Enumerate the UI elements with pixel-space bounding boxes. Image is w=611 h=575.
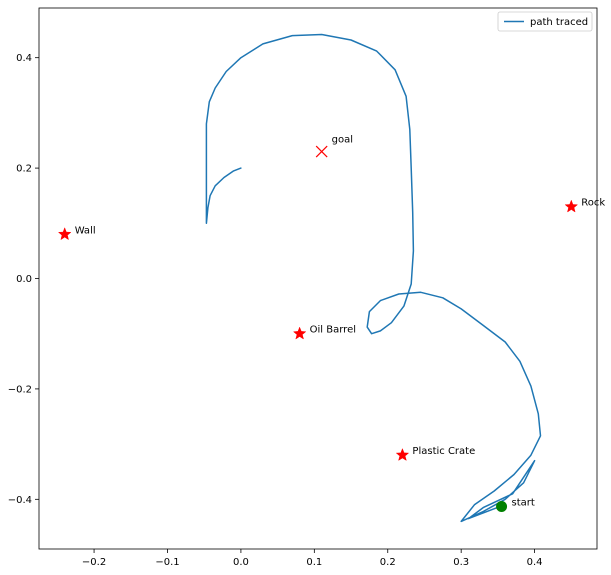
marker-goal bbox=[315, 145, 328, 158]
axis-ticks: −0.2 −0.1 0.0 0.1 0.2 0.3 0.4 0.4 0.2 0.0 −0.2 −0.4 bbox=[8, 53, 543, 568]
y-tick-label: −0.4 bbox=[8, 495, 32, 506]
annotation-layer: goal Rock Wall Oil Barrel Plastic Crate start bbox=[57, 135, 605, 512]
legend-label: path traced bbox=[530, 17, 588, 28]
series-line-path-traced bbox=[205, 33, 542, 523]
x-tick-label: −0.2 bbox=[82, 557, 106, 568]
x-tick-label: 0.4 bbox=[527, 557, 543, 568]
annotation-label-oil-barrel: Oil Barrel bbox=[310, 325, 356, 336]
x-tick-label: 0.3 bbox=[453, 557, 469, 568]
x-tick-label: 0.1 bbox=[306, 557, 322, 568]
y-tick-label: −0.2 bbox=[8, 384, 32, 395]
marker-start bbox=[496, 500, 508, 512]
marker-plastic-crate bbox=[395, 448, 410, 461]
legend-box bbox=[497, 11, 593, 32]
annotation-label-goal: goal bbox=[332, 135, 353, 146]
legend: path traced bbox=[497, 11, 593, 32]
x-tick-label: 0.0 bbox=[233, 557, 249, 568]
x-tick-label: 0.2 bbox=[380, 557, 396, 568]
series-layer bbox=[205, 33, 542, 523]
annotation-label-wall: Wall bbox=[75, 225, 96, 236]
annotation-label-plastic-crate: Plastic Crate bbox=[412, 446, 475, 457]
annotation-label-start: start bbox=[512, 497, 535, 508]
annotation-label-rock: Rock bbox=[581, 198, 605, 209]
plot-area bbox=[39, 8, 597, 549]
marker-oil-barrel bbox=[292, 326, 307, 340]
x-tick-label: −0.1 bbox=[155, 557, 179, 568]
marker-rock bbox=[564, 199, 579, 213]
marker-wall bbox=[57, 227, 72, 241]
y-tick-label: 0.4 bbox=[16, 53, 32, 64]
y-tick-label: 0.0 bbox=[16, 274, 32, 285]
plot-frame bbox=[38, 7, 598, 550]
y-tick-label: 0.2 bbox=[16, 164, 32, 175]
